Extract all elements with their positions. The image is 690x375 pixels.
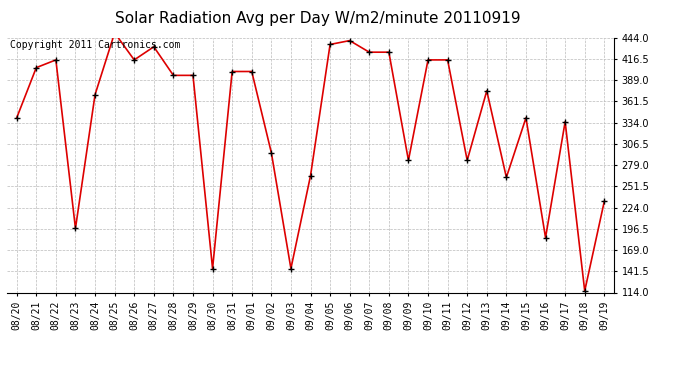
Text: Copyright 2011 Cartronics.com: Copyright 2011 Cartronics.com — [10, 40, 180, 50]
Text: Solar Radiation Avg per Day W/m2/minute 20110919: Solar Radiation Avg per Day W/m2/minute … — [115, 11, 520, 26]
